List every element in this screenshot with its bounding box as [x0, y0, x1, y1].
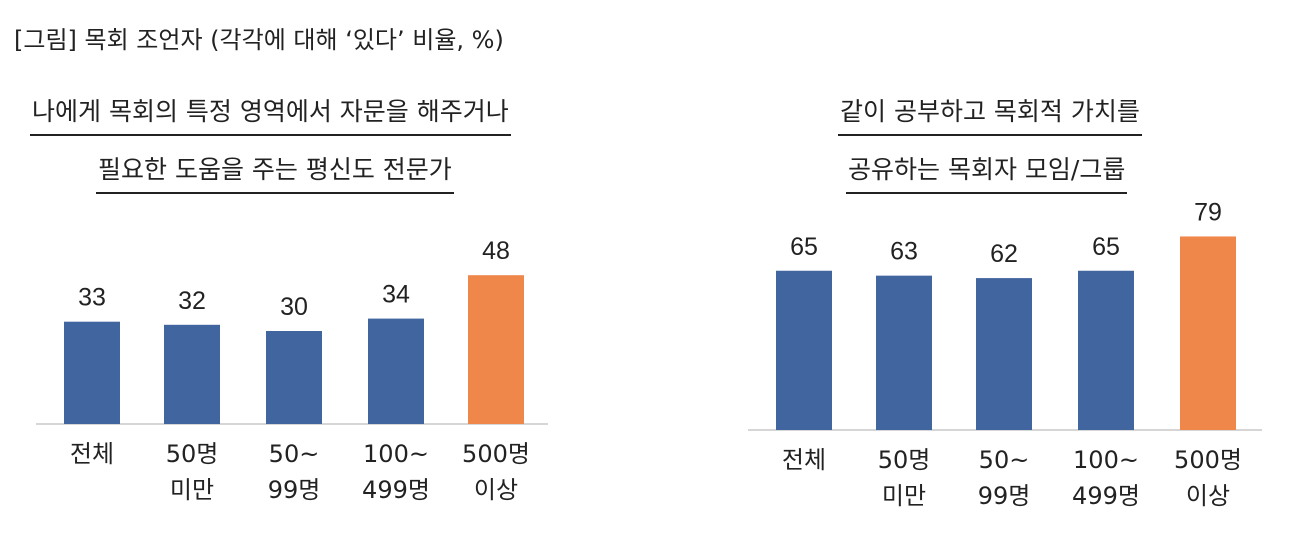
- left-category-label-4-0: 500명: [462, 440, 530, 468]
- left-category-label-1-1: 미만: [170, 476, 214, 504]
- right-bar-4: [1180, 236, 1236, 430]
- right-category-label-3-0: 100~: [1073, 446, 1139, 474]
- left-bar-4: [468, 275, 524, 424]
- left-category-label-4-1: 이상: [474, 476, 518, 504]
- left-bar-3: [368, 318, 424, 424]
- right-category-label-2-0: 50~: [979, 446, 1030, 474]
- left-value-label-2: 30: [280, 293, 308, 321]
- left-value-label-0: 33: [78, 284, 106, 312]
- left-bar-0: [64, 321, 120, 424]
- left-category-label-2-1: 99명: [268, 476, 321, 504]
- right-bar-0: [776, 270, 832, 430]
- right-category-label-1-0: 50명: [878, 446, 931, 474]
- right-chart-title-line2: 공유하는 목회자 모임/그룹: [846, 150, 1128, 194]
- right-category-label-3-1: 499명: [1072, 482, 1140, 510]
- left-value-label-4: 48: [482, 237, 510, 265]
- right-value-label-1: 63: [890, 238, 918, 266]
- left-category-label-3-1: 499명: [362, 476, 430, 504]
- left-category-label-1-0: 50명: [166, 440, 219, 468]
- right-bar-3: [1078, 270, 1134, 430]
- right-value-label-0: 65: [790, 233, 818, 261]
- right-category-label-0-0: 전체: [782, 446, 826, 474]
- right-category-label-4-1: 이상: [1186, 482, 1230, 510]
- right-category-label-1-1: 미만: [882, 482, 926, 510]
- left-value-label-1: 32: [178, 287, 206, 315]
- figure-title: [그림] 목회 조언자 (각각에 대해 ‘있다’ 비율, %): [14, 26, 504, 54]
- right-value-label-3: 65: [1092, 233, 1120, 261]
- left-bar-2: [266, 331, 322, 424]
- right-chart-title-line1: 같이 공부하고 목회적 가치를: [838, 92, 1142, 136]
- left-chart-title-line1: 나에게 목회의 특정 영역에서 자문을 해주거나: [30, 92, 511, 136]
- right-value-label-2: 62: [990, 240, 1018, 268]
- left-chart-title-line2: 필요한 도움을 주는 평신도 전문가: [96, 150, 454, 194]
- right-category-label-4-0: 500명: [1174, 446, 1242, 474]
- right-bar-2: [976, 278, 1032, 430]
- left-category-label-0-0: 전체: [70, 440, 114, 468]
- right-category-label-2-1: 99명: [978, 482, 1031, 510]
- left-bar-1: [164, 324, 220, 424]
- left-category-label-3-0: 100~: [363, 440, 429, 468]
- left-category-label-2-0: 50~: [269, 440, 320, 468]
- right-bar-1: [876, 275, 932, 430]
- right-value-label-4: 79: [1194, 198, 1222, 226]
- left-value-label-3: 34: [382, 281, 410, 309]
